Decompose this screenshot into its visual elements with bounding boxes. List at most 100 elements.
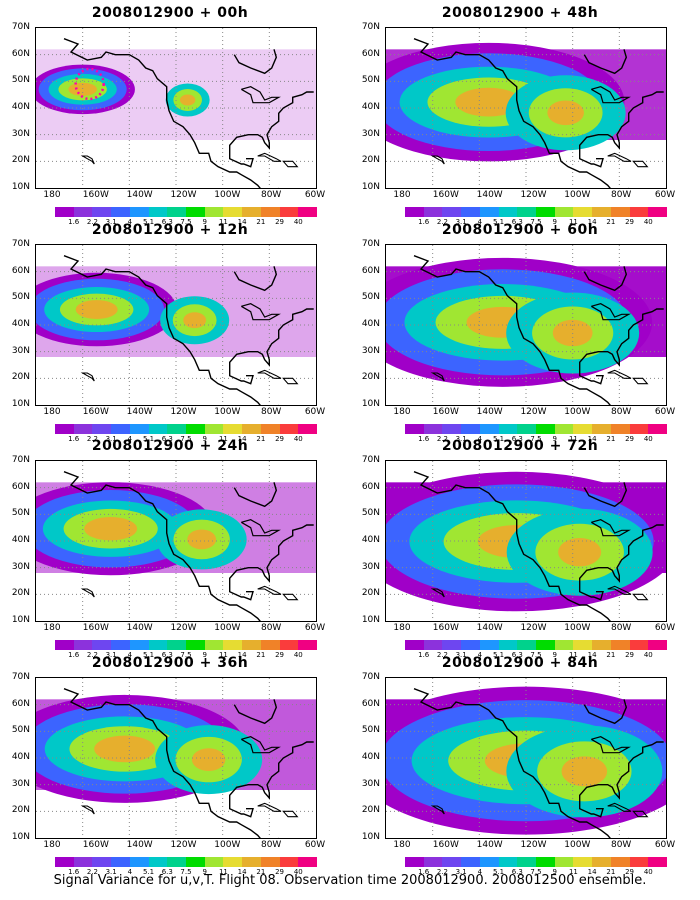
colorbar-swatch — [167, 857, 187, 867]
coastline — [583, 482, 628, 508]
colorbar — [55, 424, 318, 434]
lon-tick-label: 100W — [214, 407, 241, 417]
forecast-panel: 2008012900 + 60h 70N 60N 50N 40N 30N 20N 10N 180… — [350, 222, 690, 443]
lat-tick-label: 40N — [361, 319, 380, 329]
variance-map — [385, 460, 667, 622]
colorbar-swatch — [129, 424, 149, 434]
colorbar-label: 29 — [625, 435, 635, 443]
variance-contour — [179, 94, 196, 106]
colorbar-label: 3.1 — [105, 435, 117, 443]
variance-contour — [561, 756, 608, 787]
island-outline — [607, 152, 632, 162]
colorbar-swatch — [186, 640, 205, 650]
colorbar-swatch — [279, 424, 299, 434]
colorbar-swatch — [405, 857, 424, 867]
colorbar-label: 29 — [625, 651, 635, 659]
lon-tick-label: 140W — [126, 407, 153, 417]
variance-map — [35, 677, 317, 839]
lat-tick-label: 30N — [361, 778, 380, 789]
coastline — [63, 688, 279, 838]
colorbar-swatch — [260, 207, 280, 217]
colorbar-swatch — [554, 424, 574, 434]
colorbar-label: 2.2 — [86, 435, 98, 443]
colorbar-swatch — [55, 640, 74, 650]
lat-tick-label: 30N — [361, 345, 380, 356]
lon-tick-label: 100W — [564, 840, 591, 850]
colorbar-swatch — [298, 424, 318, 434]
colorbar — [405, 857, 668, 867]
colorbar-label: 7.5 — [180, 435, 192, 443]
coastline — [579, 741, 664, 818]
colorbar-swatch — [204, 857, 224, 867]
colorbar-label: 14 — [237, 868, 247, 876]
island-outline — [80, 372, 95, 382]
colorbar-swatch — [592, 640, 611, 650]
lon-tick-label: 140W — [476, 623, 503, 633]
island-outline — [282, 377, 299, 385]
lon-tick-label: 160W — [82, 623, 109, 633]
colorbar-label: 1.6 — [68, 651, 80, 659]
colorbar-swatch — [92, 424, 112, 434]
colorbar — [405, 207, 668, 217]
island-outline — [607, 802, 632, 812]
colorbar-label: 9 — [202, 218, 207, 226]
colorbar-label: 5.1 — [492, 868, 505, 876]
colorbar-swatch — [498, 640, 518, 650]
colorbar-swatch — [629, 207, 649, 217]
lon-tick-label: 60W — [304, 407, 326, 417]
target-region-marker — [74, 67, 105, 101]
island-outline — [257, 585, 282, 595]
map-canvas — [386, 678, 666, 838]
colorbar-label: 29 — [275, 868, 285, 876]
lon-tick-label: 180 — [43, 840, 61, 850]
colorbar-label: 11 — [568, 651, 578, 659]
colorbar-swatch — [223, 640, 243, 650]
colorbar-label: 9 — [552, 218, 557, 226]
colorbar-swatch — [242, 424, 261, 434]
colorbar-label: 3.1 — [105, 868, 117, 876]
lon-tick-label: 80W — [610, 190, 632, 200]
panel-title: 2008012900 + 60h — [441, 222, 599, 238]
colorbar-label: 40 — [293, 868, 303, 876]
lat-tick-label: 30N — [11, 128, 30, 139]
colorbar-swatch — [536, 640, 555, 650]
lon-tick-label: 180 — [393, 623, 411, 633]
colorbar-label: 5.1 — [142, 651, 155, 659]
variance-contour — [75, 300, 118, 319]
forecast-panel: 2008012900 + 24h 70N 60N 50N 40N 30N 20N 10N 180… — [0, 438, 340, 659]
lon-tick-label: 120W — [520, 190, 547, 200]
lat-tick-label: 50N — [11, 292, 30, 303]
lat-tick-label: 70N — [11, 22, 30, 32]
lat-tick-label: 60N — [361, 48, 380, 59]
island-outline — [257, 802, 282, 812]
great-lakes-outline — [241, 736, 281, 754]
colorbar-swatch — [73, 424, 93, 434]
lat-tick-label: 20N — [11, 588, 30, 599]
island-outline — [282, 160, 299, 168]
lat-tick-label: 40N — [361, 102, 380, 112]
colorbar-label: 1.6 — [418, 868, 430, 876]
panel-title: 2008012900 + 24h — [91, 438, 249, 454]
colorbar-label: 6.3 — [161, 435, 173, 443]
colorbar-swatch — [186, 857, 205, 867]
colorbar-label: 9 — [552, 435, 557, 443]
colorbar-label: 29 — [625, 868, 635, 876]
lat-tick-label: 70N — [361, 672, 380, 682]
colorbar-label: 29 — [625, 218, 635, 226]
colorbar-swatch — [573, 640, 593, 650]
coastline — [63, 38, 279, 188]
map-canvas — [36, 461, 316, 621]
colorbar-label: 11 — [218, 435, 228, 443]
colorbar-swatch — [554, 857, 574, 867]
lat-tick-label: 10N — [11, 399, 30, 409]
colorbar-label: 21 — [606, 868, 616, 876]
colorbar-label: 9 — [552, 651, 557, 659]
island-outline — [257, 152, 282, 162]
colorbar-label: 7.5 — [530, 868, 542, 876]
coastline — [579, 91, 664, 168]
colorbar-swatch — [129, 640, 149, 650]
colorbar-swatch — [517, 640, 537, 650]
colorbar-swatch — [442, 424, 462, 434]
lon-tick-label: 180 — [43, 407, 61, 417]
colorbar-label: 5.1 — [142, 218, 155, 226]
